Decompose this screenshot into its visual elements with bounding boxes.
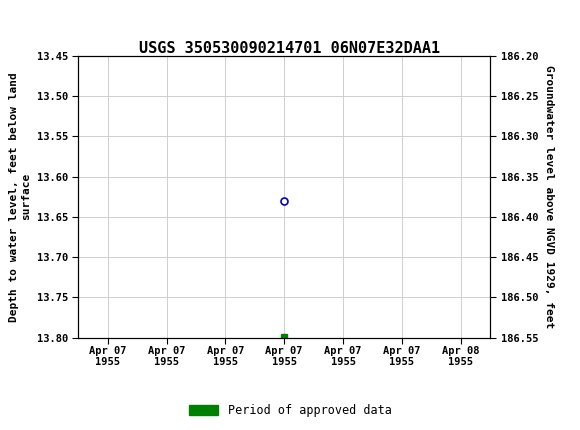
Y-axis label: Depth to water level, feet below land
surface: Depth to water level, feet below land su… — [9, 72, 31, 322]
Text: USGS 350530090214701 06N07E32DAA1: USGS 350530090214701 06N07E32DAA1 — [139, 41, 441, 56]
Text: USGS: USGS — [26, 7, 81, 25]
Y-axis label: Groundwater level above NGVD 1929, feet: Groundwater level above NGVD 1929, feet — [543, 65, 553, 329]
Legend: Period of approved data: Period of approved data — [184, 399, 396, 422]
Text: ≡: ≡ — [3, 6, 21, 26]
